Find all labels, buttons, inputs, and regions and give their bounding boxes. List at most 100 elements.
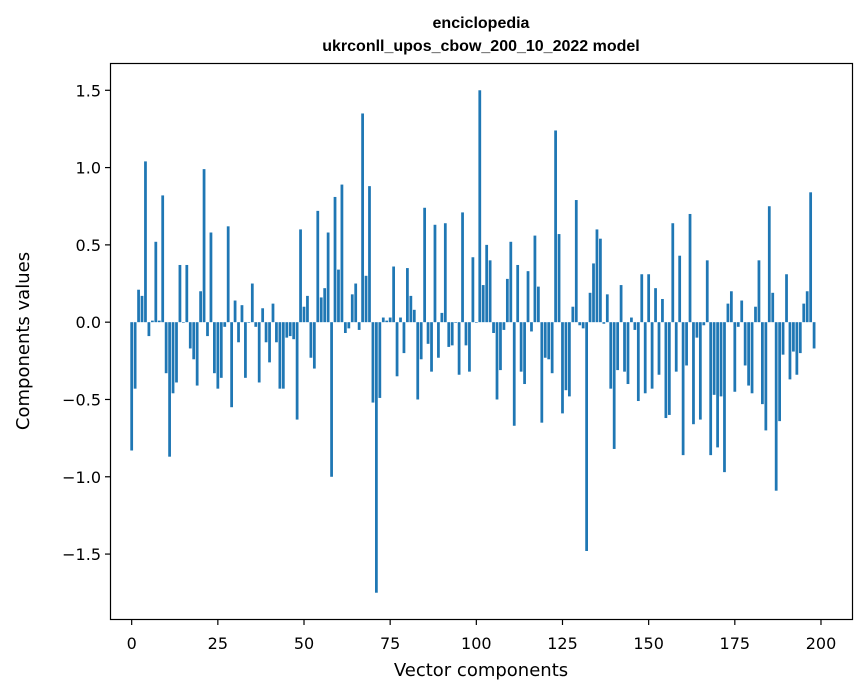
bar (495, 322, 499, 400)
bar (705, 260, 709, 323)
bar (754, 306, 757, 323)
x-axis-label: Vector components (394, 660, 568, 681)
y-tick-label: 1.5 (76, 81, 101, 100)
bar (505, 278, 509, 323)
bar (643, 322, 647, 394)
bar (805, 291, 809, 323)
bar (237, 322, 240, 343)
x-tick-label: 0 (127, 634, 137, 653)
bar (364, 275, 368, 323)
bar (199, 291, 202, 323)
x-tick-label: 125 (547, 634, 578, 653)
bar (543, 322, 547, 358)
bar (299, 229, 302, 323)
bar (536, 286, 540, 323)
bar (257, 322, 261, 383)
bar (554, 130, 557, 323)
bar (192, 322, 196, 360)
y-axis-ticks: 1.5 1.0 0.5 0.0 −0.5 −1.0 −1.5 (62, 81, 111, 564)
bar (130, 322, 134, 451)
bar (564, 322, 568, 391)
bar (547, 322, 551, 360)
bar (661, 298, 664, 323)
bar (812, 322, 816, 349)
bar (447, 322, 451, 347)
bar (461, 212, 464, 323)
bar (533, 235, 537, 323)
bar (588, 292, 592, 323)
bar (667, 322, 671, 415)
bar (368, 186, 371, 323)
bar (599, 238, 602, 323)
bar (798, 322, 802, 354)
x-tick-label: 50 (294, 634, 314, 653)
bar (499, 322, 502, 371)
bar (802, 303, 806, 323)
bar (723, 322, 726, 473)
chart-title: enciclopedia (433, 15, 530, 32)
y-tick-label: −1.0 (62, 468, 101, 487)
bar (585, 322, 588, 551)
bar (612, 322, 616, 449)
bar (726, 303, 730, 323)
chart-subtitle: ukrconll_upos_cbow_200_10_2022 model (322, 38, 639, 55)
bar (626, 322, 630, 385)
bar (712, 322, 716, 395)
bar (664, 322, 668, 419)
bar (392, 266, 395, 323)
bar (605, 294, 609, 323)
bar (175, 322, 178, 383)
bar (640, 274, 644, 323)
x-axis-ticks: 0 25 50 75 100 125 150 175 200 (127, 619, 836, 653)
bar (157, 320, 161, 323)
bar (540, 322, 544, 423)
bar (581, 322, 585, 329)
bar (419, 322, 423, 360)
bar (492, 322, 495, 333)
bar (526, 271, 530, 323)
bar (437, 322, 440, 358)
bar (568, 322, 571, 397)
bar (209, 232, 213, 323)
bar (247, 322, 251, 323)
y-tick-label: −1.5 (62, 545, 101, 564)
bar (140, 295, 144, 323)
bar (450, 322, 454, 346)
bar (457, 322, 461, 375)
bar (168, 322, 171, 457)
bar (340, 184, 344, 323)
bar (695, 322, 699, 338)
bar (523, 322, 526, 385)
bar (316, 210, 320, 323)
bar (426, 322, 430, 344)
bar (471, 257, 475, 323)
bar (137, 289, 140, 323)
bar (219, 322, 223, 378)
bar (350, 294, 354, 323)
x-tick-label: 75 (380, 634, 400, 653)
bar (354, 283, 358, 323)
bar (681, 322, 685, 456)
bar (250, 283, 254, 323)
bar (592, 263, 595, 323)
bar (430, 322, 433, 372)
bar (488, 260, 492, 323)
bar (678, 255, 682, 323)
bar (764, 322, 768, 431)
bar (271, 303, 275, 323)
bar (674, 322, 678, 372)
bar (733, 322, 737, 392)
bar (709, 322, 713, 456)
bar (361, 113, 364, 323)
bar (716, 322, 719, 448)
bar (474, 322, 478, 323)
bar (399, 317, 402, 323)
y-tick-label: 0.0 (76, 313, 101, 332)
bar (182, 322, 185, 323)
bar (395, 322, 399, 377)
bar (337, 269, 340, 323)
bar (206, 322, 209, 337)
bar (595, 229, 599, 323)
bar (795, 322, 799, 375)
bar (619, 285, 623, 323)
